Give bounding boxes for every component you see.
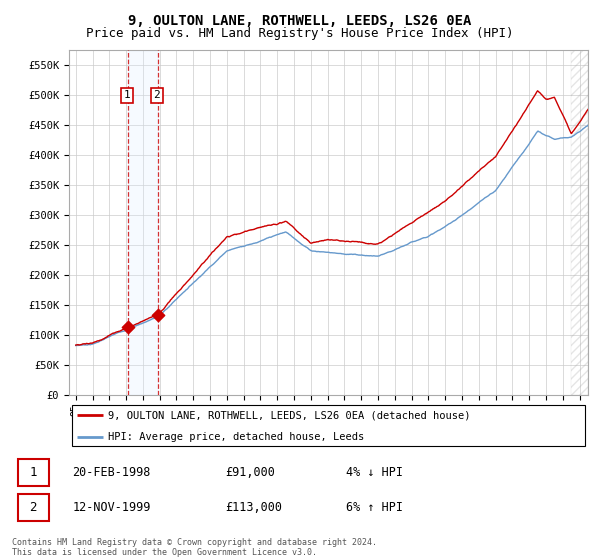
Text: 9, OULTON LANE, ROTHWELL, LEEDS, LS26 0EA: 9, OULTON LANE, ROTHWELL, LEEDS, LS26 0E… — [128, 14, 472, 28]
Text: £91,000: £91,000 — [225, 466, 275, 479]
Text: 20-FEB-1998: 20-FEB-1998 — [73, 466, 151, 479]
Text: HPI: Average price, detached house, Leeds: HPI: Average price, detached house, Leed… — [108, 432, 364, 442]
Bar — [128, 50, 158, 395]
FancyBboxPatch shape — [71, 405, 586, 446]
Text: 1: 1 — [29, 466, 37, 479]
FancyBboxPatch shape — [18, 459, 49, 486]
Text: 2: 2 — [154, 90, 160, 100]
Bar — [571, 50, 588, 395]
Bar — [571, 50, 588, 395]
Text: Contains HM Land Registry data © Crown copyright and database right 2024.
This d: Contains HM Land Registry data © Crown c… — [12, 538, 377, 557]
Point — [153, 310, 163, 319]
Text: 9, OULTON LANE, ROTHWELL, LEEDS, LS26 0EA (detached house): 9, OULTON LANE, ROTHWELL, LEEDS, LS26 0E… — [108, 410, 470, 421]
Text: 6% ↑ HPI: 6% ↑ HPI — [346, 501, 403, 514]
FancyBboxPatch shape — [18, 494, 49, 521]
Text: 2: 2 — [29, 501, 37, 514]
Text: £113,000: £113,000 — [225, 501, 282, 514]
Text: 12-NOV-1999: 12-NOV-1999 — [73, 501, 151, 514]
Text: 1: 1 — [124, 90, 131, 100]
Text: Price paid vs. HM Land Registry's House Price Index (HPI): Price paid vs. HM Land Registry's House … — [86, 27, 514, 40]
Point — [124, 323, 133, 332]
Text: 4% ↓ HPI: 4% ↓ HPI — [346, 466, 403, 479]
